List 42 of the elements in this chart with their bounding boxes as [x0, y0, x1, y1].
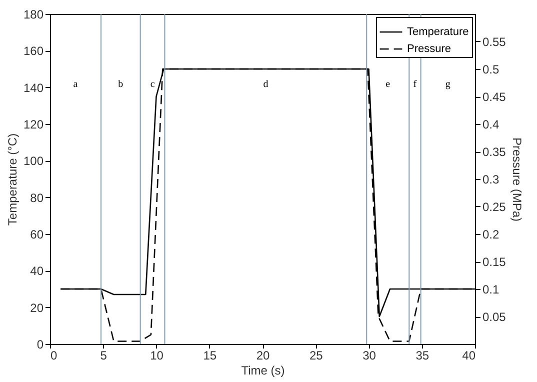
y2-tick-label: 0.1 — [482, 282, 500, 296]
x-axis-title: Time (s) — [241, 364, 285, 378]
annotation: f — [413, 79, 418, 90]
annotation: c — [150, 79, 156, 90]
annotation: b — [118, 79, 124, 90]
y2-tick-label: 0.05 — [482, 310, 506, 324]
x-tick-label: 25 — [309, 348, 324, 362]
legend-label: Temperature — [407, 26, 469, 38]
y-tick-label: 120 — [23, 118, 44, 132]
y2-tick-label: 0.2 — [482, 228, 500, 242]
y2-tick-label: 0.25 — [482, 200, 506, 214]
x-tick-label: 5 — [100, 348, 108, 362]
y2-tick-label: 0.15 — [482, 255, 506, 269]
y-tick-label: 80 — [30, 190, 44, 205]
annotation: g — [445, 79, 450, 90]
y2-tick-label: 0.5 — [482, 62, 500, 76]
annotation: e — [386, 79, 391, 90]
y-tick-label: 160 — [23, 44, 44, 58]
y2-tick-label: 0.35 — [482, 145, 506, 159]
y-tick-label: 0 — [36, 338, 44, 352]
y2-tick-label: 0.4 — [482, 118, 500, 132]
y-tick-label: 180 — [23, 8, 44, 22]
x-tick-label: 15 — [203, 348, 217, 362]
x-tick-label: 40 — [462, 348, 476, 362]
legend-label: Pressure — [407, 43, 452, 55]
y-tick-label: 100 — [23, 154, 44, 168]
y-tick-label: 60 — [30, 228, 44, 242]
y2-tick-label: 0.45 — [482, 90, 506, 104]
y-axis-title: Temperature (°C) — [5, 133, 20, 226]
y2-tick-label: 0.3 — [482, 172, 500, 186]
x-tick-label: 30 — [362, 348, 376, 362]
x-tick-label: 10 — [150, 348, 164, 362]
annotation: a — [73, 79, 78, 90]
y-tick-label: 40 — [30, 264, 44, 278]
y-tick-label: 20 — [30, 300, 44, 315]
y-tick-label: 140 — [23, 80, 44, 95]
x-tick-label: 20 — [256, 348, 270, 362]
annotation: d — [263, 79, 268, 90]
x-tick-label: 0 — [50, 348, 58, 362]
y2-tick-label: 0.55 — [482, 35, 506, 49]
y2-axis-title: Pressure (MPa) — [510, 137, 524, 222]
x-tick-label: 35 — [416, 348, 430, 362]
